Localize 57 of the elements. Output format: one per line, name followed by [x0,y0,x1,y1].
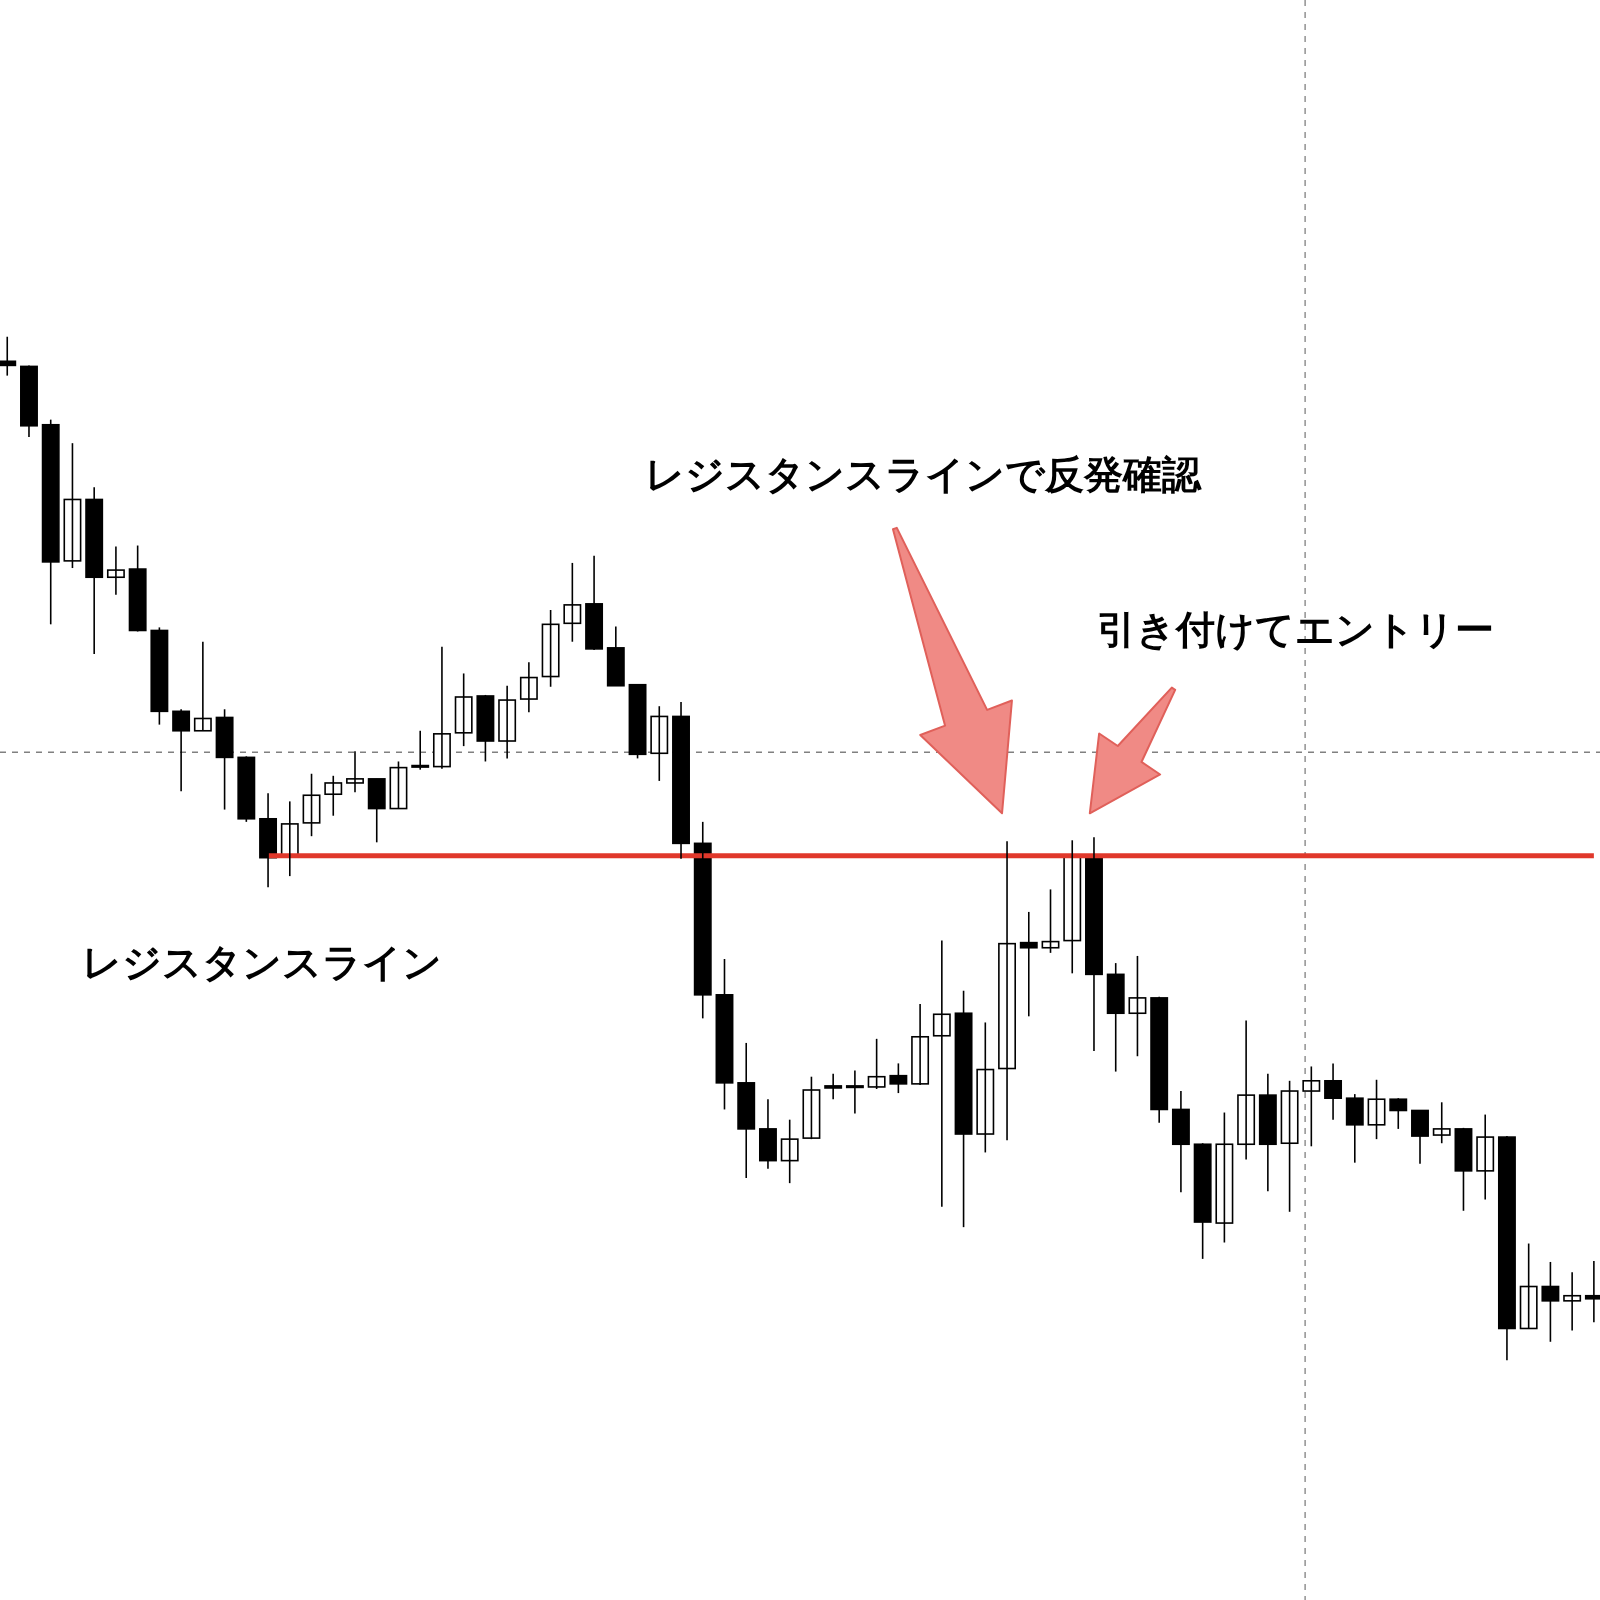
candlestick [128,544,147,633]
candlestick [1215,1111,1234,1244]
annotation: レジスタンスライン [81,939,442,985]
candlestick [193,640,212,732]
candlestick [215,708,234,811]
candlestick [1519,1242,1538,1330]
candlestick [780,1118,799,1184]
candlestick [954,989,973,1228]
candlestick [1193,1142,1212,1260]
candlestick [867,1038,886,1090]
candlestick [324,775,343,817]
candlestick [1237,1019,1256,1161]
candlestick [1128,955,1147,1058]
candlestick [302,772,321,837]
candlestick [606,625,625,687]
candlestick [106,545,125,596]
candlestick [1041,888,1060,954]
candlestick [20,364,38,438]
candlestick [715,958,734,1111]
candlestick [476,694,495,763]
candlestick [411,729,430,771]
candlestick [454,672,473,747]
candlestick [1019,911,1038,1018]
candlestick [0,335,17,377]
candlestick [63,442,82,569]
candlestick [932,939,951,1208]
candlestick [1432,1101,1451,1145]
candlestick [1476,1113,1495,1201]
candlestick [1367,1078,1386,1140]
candlestick [1345,1093,1364,1164]
candlestick [845,1069,864,1115]
candlestick [1389,1097,1408,1130]
candlestick [237,755,256,823]
candlestick [150,626,169,726]
candlestick [976,1021,995,1154]
candlestick [1324,1062,1343,1121]
candlestick [1280,1080,1299,1213]
annotation: 引き付けてエントリー [1096,606,1494,652]
candlestick [1302,1065,1321,1148]
candlestick [802,1075,821,1140]
candlestick [1563,1271,1582,1332]
candlestick [1258,1072,1277,1193]
candlestick [737,1042,756,1179]
candlestick [563,562,582,643]
annotation: レジスタンスラインで反発確認 [644,451,1202,497]
candlestick [346,750,364,793]
candlestick [585,554,604,651]
candlestick [628,683,647,760]
candlestick [1541,1261,1560,1343]
candlestick [172,708,191,792]
candlestick [889,1062,908,1094]
candlestick [519,661,538,714]
candlestick [541,609,560,688]
candlestick [1454,1127,1473,1212]
candlestick [911,1003,930,1086]
candlestick [824,1072,843,1101]
candlestick [498,684,517,760]
